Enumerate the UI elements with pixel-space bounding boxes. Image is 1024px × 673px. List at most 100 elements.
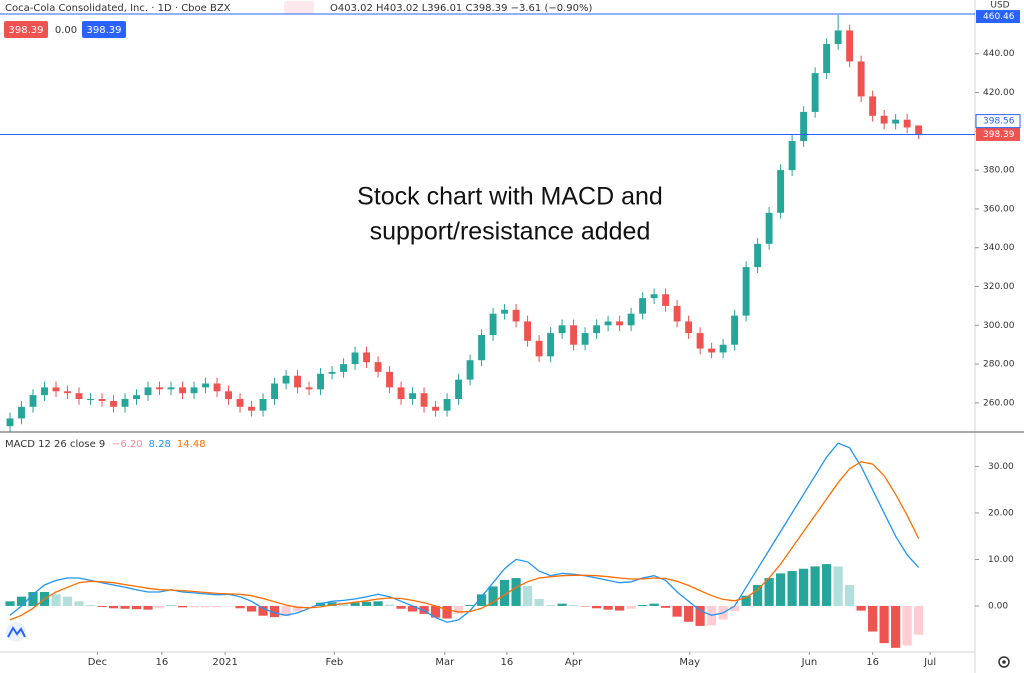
- y-tick-label: 440.00: [983, 49, 1015, 59]
- currency: USD: [990, 1, 1009, 11]
- candle-body: [317, 373, 325, 390]
- histogram-bar: [845, 585, 855, 606]
- y-tick-label: 30.00: [988, 462, 1014, 472]
- candle-body: [892, 119, 900, 124]
- histogram-bar: [292, 605, 303, 612]
- histogram-bar: [442, 605, 452, 619]
- candle-body: [777, 170, 785, 213]
- candle-body: [397, 387, 405, 400]
- candle-body: [685, 321, 693, 334]
- candle-body: [535, 340, 543, 357]
- candle-body: [524, 321, 532, 341]
- candle-body: [765, 212, 773, 244]
- candle-body: [478, 335, 486, 361]
- histogram-bar: [200, 605, 211, 608]
- candle-body: [489, 313, 497, 336]
- macd-line: [9, 461, 920, 621]
- histogram-bar: [189, 605, 199, 608]
- y-tick-label: 20.00: [988, 508, 1014, 518]
- histogram-bar: [327, 602, 337, 606]
- chart-title: Coca-Cola Consolidated, Inc. · 1D · Cboe…: [5, 3, 231, 14]
- candle-body: [834, 30, 842, 45]
- histogram-bar: [465, 605, 475, 606]
- candle-body: [455, 379, 463, 400]
- candle-body: [719, 344, 727, 353]
- histogram-bar: [810, 566, 820, 606]
- settings-icon[interactable]: [998, 656, 1010, 668]
- histogram-bar: [476, 594, 487, 606]
- histogram-bar: [235, 605, 245, 609]
- histogram-bar: [350, 602, 360, 606]
- y-tick-label: 10.00: [988, 555, 1014, 565]
- histogram-bar: [799, 568, 809, 606]
- candle-body: [259, 399, 267, 411]
- y-tick-label: 0.00: [988, 601, 1008, 611]
- y-tick-label: 360.00: [983, 204, 1015, 214]
- histogram-bar: [695, 605, 705, 626]
- candle-body: [616, 321, 624, 326]
- histogram-bar: [453, 605, 464, 614]
- candle-body: [558, 325, 566, 334]
- histogram-bar: [384, 604, 395, 606]
- candle-body: [41, 387, 48, 396]
- y-tick-label: 420.00: [983, 88, 1015, 98]
- candle-body: [179, 387, 186, 394]
- histogram-bar: [557, 603, 567, 606]
- histogram-bar: [626, 605, 636, 609]
- candle-body: [432, 406, 440, 411]
- histogram-bar: [753, 585, 763, 606]
- histogram-bar: [891, 605, 901, 648]
- histogram-bar: [672, 605, 682, 617]
- price-tag: [975, 114, 1021, 129]
- y-tick-label: 380.00: [983, 166, 1015, 176]
- candle-body: [133, 395, 140, 400]
- candle-body: [547, 333, 555, 357]
- candle-body: [800, 111, 808, 142]
- price-tag-label: 398.39: [983, 130, 1015, 140]
- histogram-bar: [545, 605, 556, 606]
- histogram-bar: [85, 605, 96, 606]
- histogram-bar: [637, 605, 648, 606]
- candle-body: [650, 294, 658, 299]
- price-tag: [976, 127, 1020, 141]
- candle-body: [627, 313, 635, 326]
- candle-body: [915, 125, 923, 135]
- compare-button[interactable]: [284, 1, 314, 14]
- x-tick-label: 16: [501, 657, 514, 668]
- candle-body: [420, 393, 428, 407]
- histogram-bar: [97, 605, 107, 607]
- annotation: support/resistance added: [370, 218, 651, 246]
- histogram-bar: [614, 605, 625, 611]
- histogram-bar: [764, 578, 774, 606]
- histogram-bar: [684, 605, 694, 622]
- histogram-bar: [269, 605, 280, 618]
- histogram-bar: [407, 605, 418, 612]
- candle-body: [639, 298, 647, 314]
- histogram-bar: [177, 605, 188, 608]
- candle-body: [869, 96, 877, 116]
- candle-body: [190, 387, 198, 394]
- logo[interactable]: [6, 622, 26, 642]
- histogram-bar: [281, 605, 291, 617]
- histogram-bar: [879, 605, 889, 644]
- histogram-bar: [649, 603, 659, 606]
- y-tick-label: 340.00: [983, 243, 1015, 253]
- candle-body: [604, 321, 612, 326]
- candle-body: [409, 393, 417, 400]
- histogram-bar: [568, 605, 579, 606]
- candle-body: [213, 383, 221, 392]
- histogram-bar: [430, 605, 441, 618]
- candle-body: [570, 325, 578, 345]
- candle-body: [340, 364, 348, 372]
- candle-body: [167, 387, 175, 390]
- candle-body: [811, 73, 819, 112]
- histogram-bar: [914, 605, 924, 635]
- x-tick-label: Dec: [88, 657, 107, 668]
- histogram-bar: [488, 586, 498, 606]
- histogram-bar: [154, 605, 165, 609]
- x-tick-label: Feb: [325, 657, 343, 668]
- candle-body: [18, 406, 25, 419]
- histogram-bar: [16, 596, 27, 606]
- histogram-bar: [143, 605, 153, 610]
- candle-body: [823, 44, 831, 74]
